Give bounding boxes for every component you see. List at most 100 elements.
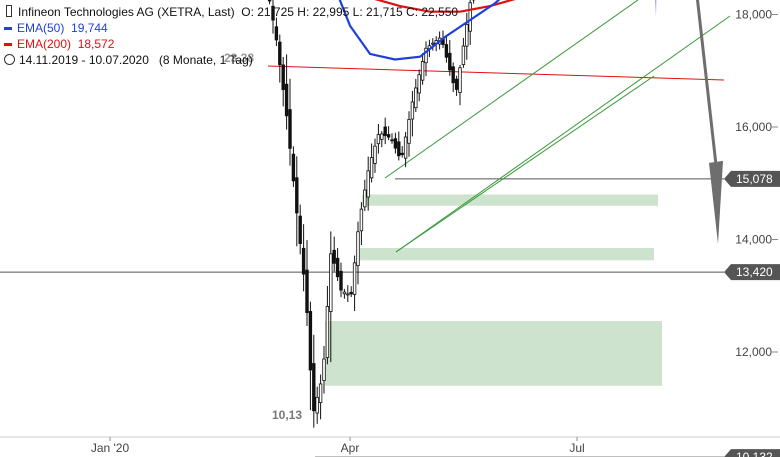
tag-text: 15,078 (736, 172, 773, 186)
candle-body (346, 293, 350, 296)
level-price-tag: 13,420 (724, 264, 780, 281)
candle-body (458, 67, 462, 93)
candle-body (420, 61, 425, 81)
candlestick-icon (6, 5, 12, 17)
candle-body (386, 134, 391, 138)
y-tick-label: 16,000 (735, 120, 772, 134)
candle-body (352, 262, 357, 295)
chart-title: Infineon Technologies AG (XETRA, Last) (18, 5, 235, 19)
candle-body (444, 44, 449, 58)
y-tick-label: 14,000 (735, 233, 772, 247)
y-axis: 12,00014,00016,00018,00020,00022,00024,0… (735, 8, 778, 359)
y-tick-label: 18,000 (735, 8, 772, 22)
candle-body (335, 257, 340, 278)
candle-body (454, 78, 459, 90)
ema50-value: 19,744 (71, 21, 108, 35)
channel-mid-line (395, 75, 655, 253)
support-zone-3 (325, 321, 662, 386)
y-tick-label: 12,000 (735, 345, 772, 359)
candle-body (267, 0, 272, 2)
channel-lower-line (395, 15, 731, 253)
x-tick-label: Jan '20 (91, 441, 130, 455)
candle-body (278, 41, 282, 66)
candle-body (400, 152, 404, 155)
candle-body (281, 64, 285, 91)
legend-period: 14.11.2019 - 10.07.2020 (8 Monate, 1 Tag… (4, 52, 458, 68)
candle-body (363, 189, 367, 208)
high-annotation: 23,38 (224, 51, 254, 65)
candle-body (390, 139, 394, 142)
candle-body (468, 2, 472, 32)
candle-body (305, 269, 309, 314)
tag-text: 10,132 (736, 450, 773, 457)
candle-body (295, 177, 299, 214)
trend-channel (384, 0, 731, 253)
low-annotation: 10,13 (272, 408, 302, 422)
legend-ema50: EMA(50) 19,744 (4, 20, 458, 36)
candle-body (451, 66, 455, 84)
candle-body (312, 363, 316, 412)
candle-body (318, 383, 323, 404)
tag-shape (724, 264, 780, 281)
ema50-swatch (4, 27, 12, 31)
candle-body (284, 83, 289, 117)
candle-body (325, 306, 330, 358)
candle-body (397, 141, 401, 157)
candle-body (329, 253, 333, 312)
tag-shape (724, 449, 780, 457)
period-note: (8 Monate, 1 Tag) (158, 53, 253, 67)
support-zones (325, 194, 662, 386)
ohlc-values: O: 21,725 H: 22,995 L: 21,715 C: 22,550 (241, 5, 459, 19)
horizontal-levels (0, 65, 725, 457)
level-price-tag: 10,132 (724, 449, 780, 457)
candle-body (461, 45, 466, 65)
candle-body (356, 231, 360, 266)
tag-shape (724, 170, 780, 187)
candle-body (380, 133, 384, 140)
level-price-tag: 15,078 (724, 170, 780, 187)
legend-title-row: Infineon Technologies AG (XETRA, Last) O… (4, 4, 458, 20)
candle-body (332, 249, 336, 264)
scenario-arrows (655, 0, 723, 244)
candle-body (448, 52, 452, 71)
candle-body (431, 42, 435, 45)
candle-body (414, 87, 418, 109)
clock-icon (4, 54, 15, 65)
candle-body (373, 145, 377, 164)
candle-body (308, 311, 313, 371)
candle-body (342, 291, 347, 295)
ema50-label: EMA(50) (17, 21, 65, 35)
candle-body (465, 23, 469, 47)
candle-body (403, 136, 408, 159)
candle-body (301, 247, 306, 275)
candle-body (288, 109, 292, 149)
legend-ema200: EMA(200) 18,572 (4, 36, 458, 52)
candle-body (366, 170, 370, 198)
resistance-trendline (267, 65, 725, 81)
candle-body (376, 134, 381, 145)
candle-body (424, 47, 428, 64)
candle-body (407, 119, 411, 144)
candle-body (393, 138, 398, 149)
ema200-label: EMA(200) (17, 37, 72, 51)
candle-body (359, 208, 364, 232)
channel-upper-line (384, 0, 639, 179)
candle-body (383, 126, 387, 136)
candle-body (315, 396, 319, 414)
period-range: 14.11.2019 - 10.07.2020 (19, 53, 149, 67)
x-tick-label: Apr (341, 441, 360, 455)
candle-body (271, 5, 275, 21)
tag-text: 13,420 (736, 265, 773, 279)
candle-body (410, 101, 415, 120)
candle-body (298, 215, 302, 244)
ema200-value: 18,572 (77, 37, 115, 51)
candle-body (369, 157, 374, 179)
price-tags: 25,44523,06522,55021,78015,07813,42010,1… (724, 170, 780, 457)
candle-body (291, 153, 296, 182)
candle-body (349, 291, 353, 295)
chart-legend: Infineon Technologies AG (XETRA, Last) O… (4, 4, 458, 68)
bullish-arrowhead-icon (655, 0, 657, 17)
bearish-arrowhead-icon (709, 160, 723, 244)
support-zone-1 (362, 194, 658, 206)
